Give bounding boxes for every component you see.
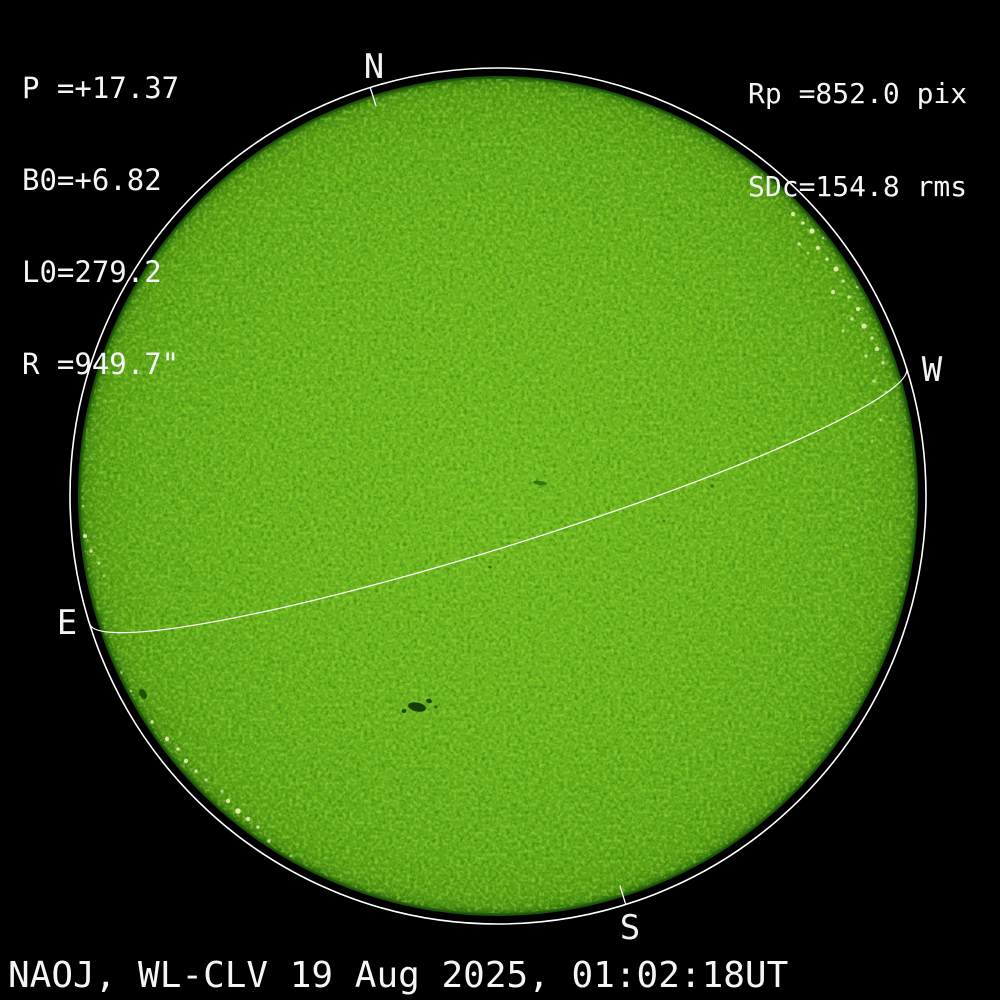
facula-spot [102,574,106,578]
sunspot [401,709,407,713]
facula-spot [204,778,208,782]
facula-spot [220,789,224,793]
compass-west-label: W [922,350,943,390]
facula-spot [855,285,859,289]
facula-spot [809,228,815,234]
facula-spot [89,549,93,553]
facula-spot [850,317,854,321]
orientation-overlay [69,67,927,925]
facula-spot [176,747,180,751]
facula-spot [821,236,825,240]
solar-equator-line [88,368,908,634]
facula-spot [866,468,870,472]
caption-text: NAOJ, WL-CLV 19 Aug 2025, 01:02:18UT [8,955,789,996]
compass-north-label: N [364,47,384,87]
sunspot [408,702,426,712]
facula-spot [183,758,189,764]
sunspot [139,688,147,700]
facula-spot [855,306,861,312]
facula-spot [841,329,845,333]
sdc-rms-text: SDc=154.8 rms [748,170,968,203]
facula-spot [97,561,101,565]
compass-labels: N E S W [57,47,943,948]
sunspot [662,519,666,523]
facula-spot [861,323,867,329]
sunspot [426,698,432,704]
facula-spot [879,418,883,422]
granulation-texture [81,79,915,913]
facula-spot [874,346,880,352]
limb-circle [69,67,927,925]
sunspot [434,705,438,709]
facula-spot [844,543,848,547]
compass-east-label: E [57,603,77,643]
facula-spot [870,439,874,443]
facula-spot [806,251,810,255]
facula-spot [129,689,133,693]
facula-spot [225,798,231,804]
facula-spot [833,266,839,272]
sunspot [533,480,547,486]
sunspot [710,484,714,488]
ephemeris-block: P =+17.37 B0=+6.82 L0=279.2 R =949.7" [22,12,179,440]
facula-spot [235,808,241,814]
facula-spot [82,533,88,539]
facula-spot [245,816,251,822]
sunspot [488,565,492,569]
south-tick-mark [619,885,627,905]
facula-spot [797,242,801,246]
facula-spot [241,835,245,839]
facula-spot [815,245,821,251]
facula-spot [870,336,874,340]
facula-spot [194,769,198,773]
facula-spot [881,361,885,365]
facula-spot [864,354,868,358]
facula-spot [164,736,170,742]
facula-spot [841,279,845,283]
facula-spot [150,720,154,724]
north-tick-mark [369,87,377,107]
facula-spot [856,506,860,510]
facula-spot [81,504,85,508]
solar-disk [78,76,918,916]
image-stats-block: Rp =852.0 pix SDc=154.8 rms [748,16,967,264]
radius-arcsec-text: R =949.7" [22,346,180,381]
facula-spot [872,379,876,383]
l0-angle-text: L0=279.2 [22,254,162,289]
facula-spot [801,221,805,225]
facula-spot [256,825,260,829]
b0-angle-text: B0=+6.82 [22,162,162,197]
radius-pixels-text: Rp =852.0 pix [748,77,968,110]
facula-spot [289,854,293,858]
facula-spot [790,211,796,217]
sunspot-layer [139,480,714,713]
facula-spot [847,295,851,299]
facula-spot [830,289,836,295]
facula-spot [825,257,829,261]
facula-spot [267,839,271,843]
compass-south-label: S [620,908,640,948]
p-angle-text: P =+17.37 [22,71,180,106]
